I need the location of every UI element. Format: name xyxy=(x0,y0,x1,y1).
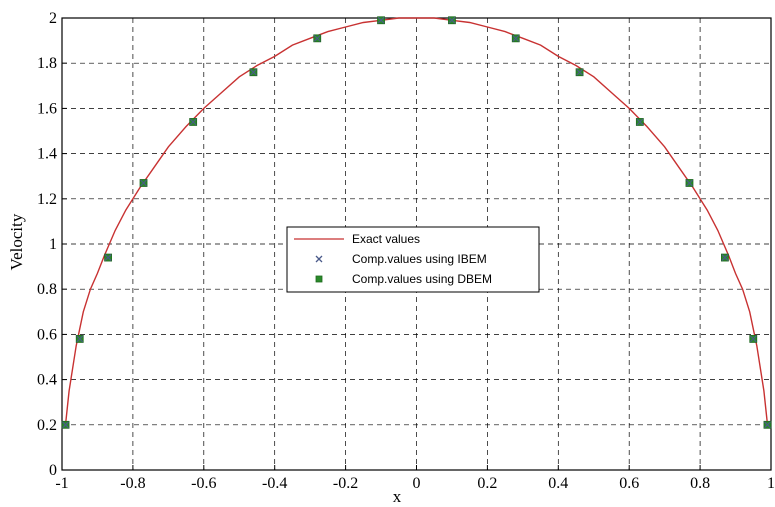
legend-label-ibem: Comp.values using IBEM xyxy=(352,252,487,266)
legend-label-dbem: Comp.values using DBEM xyxy=(352,272,492,286)
y-tick-label: 1.8 xyxy=(37,55,57,72)
x-tick-label: -1 xyxy=(55,475,68,492)
x-tick-label: 0.6 xyxy=(619,475,639,492)
y-tick-label: 1 xyxy=(49,236,57,253)
ibem-point xyxy=(62,421,69,429)
ibem-point xyxy=(250,68,257,76)
x-axis-ticks: -1 -0.8 -0.6 -0.4 -0.2 0 0.2 0.4 0.6 0.8 1 xyxy=(55,465,775,492)
ibem-point xyxy=(104,254,112,261)
x-tick-label: 1 xyxy=(767,475,775,492)
ibem-point xyxy=(76,335,84,343)
y-tick-label: 0.4 xyxy=(37,372,57,389)
series-layer xyxy=(61,16,772,429)
ibem-point xyxy=(636,118,644,126)
x-tick-label: 0 xyxy=(413,475,421,492)
y-tick-label: 2 xyxy=(49,10,57,27)
ibem-point xyxy=(764,421,771,429)
ibem-point xyxy=(377,16,385,24)
ibem-point xyxy=(189,118,197,126)
y-axis-label: Velocity xyxy=(7,213,26,270)
y-tick-label: 0.2 xyxy=(37,417,57,434)
ibem-point xyxy=(512,34,520,42)
legend-box xyxy=(286,226,540,293)
ibem-point xyxy=(313,34,321,42)
y-tick-label: 1.2 xyxy=(37,191,57,208)
legend-swatch-dbem xyxy=(315,275,323,283)
ibem-point xyxy=(448,16,456,24)
x-tick-label: -0.8 xyxy=(120,475,145,492)
ibem-point xyxy=(576,68,583,76)
ibem-point xyxy=(140,179,147,187)
legend: Exact values Comp.values using IBEM Comp… xyxy=(286,226,540,293)
y-tick-label: 1.4 xyxy=(37,146,57,163)
y-tick-label: 0.6 xyxy=(37,326,57,343)
x-axis-label: x xyxy=(393,487,402,506)
ibem-point xyxy=(721,254,729,261)
ibem-point xyxy=(686,179,693,187)
legend-label-exact: Exact values xyxy=(352,232,420,246)
y-tick-label: 1.6 xyxy=(37,100,57,117)
y-tick-label: 0 xyxy=(49,462,57,479)
y-tick-label: 0.8 xyxy=(37,281,57,298)
x-tick-label: 0.2 xyxy=(477,475,497,492)
x-tick-label: -0.4 xyxy=(262,475,287,492)
x-tick-label: 0.4 xyxy=(548,475,568,492)
exact-values-line xyxy=(64,17,769,425)
ibem-point xyxy=(749,335,757,343)
y-axis-ticks: 0 0.2 0.4 0.6 0.8 1 1.2 1.4 1.6 1.8 2 xyxy=(37,10,67,479)
legend-swatch-ibem xyxy=(315,255,323,263)
x-tick-label: -0.2 xyxy=(333,475,358,492)
x-tick-label: -0.6 xyxy=(191,475,216,492)
x-tick-label: 0.8 xyxy=(690,475,710,492)
